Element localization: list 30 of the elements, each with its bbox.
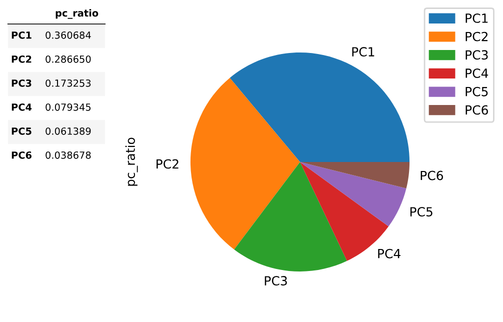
- category-label: PC1: [12, 31, 32, 39]
- slice-label: PC2: [156, 159, 178, 169]
- category-label: PC4: [12, 103, 32, 111]
- pie-slice: [190, 78, 300, 250]
- legend-label: PC1: [466, 13, 488, 23]
- category-label: PC6: [12, 151, 32, 159]
- legend-label: PC5: [466, 86, 488, 96]
- slice-label: PC1: [352, 47, 374, 57]
- legend-label: PC2: [466, 32, 488, 42]
- legend-label: PC3: [466, 50, 488, 60]
- slice-label: PC3: [264, 276, 287, 286]
- legend-label: PC4: [466, 68, 488, 78]
- slice-label: PC4: [378, 248, 400, 258]
- slice-label: PC5: [410, 207, 432, 216]
- text: pc_ratio: [125, 138, 138, 186]
- pie-slice: [300, 162, 410, 188]
- category-label: PC5: [12, 127, 32, 135]
- legend-label: PC6: [466, 105, 488, 115]
- slice-label: PC6: [420, 170, 444, 180]
- text: 0.286650: [46, 55, 91, 63]
- category-label: PC3: [12, 79, 32, 87]
- text: pc_ratio: [56, 9, 98, 19]
- pie-slice: [234, 162, 347, 272]
- text: 0.360684: [46, 31, 91, 39]
- text: 0.079345: [46, 103, 91, 111]
- pie-slice: [300, 162, 406, 226]
- text: 0.038678: [46, 151, 91, 159]
- category-label: PC2: [12, 55, 32, 63]
- text: 0.173253: [46, 79, 91, 87]
- text: 0.061389: [46, 127, 91, 135]
